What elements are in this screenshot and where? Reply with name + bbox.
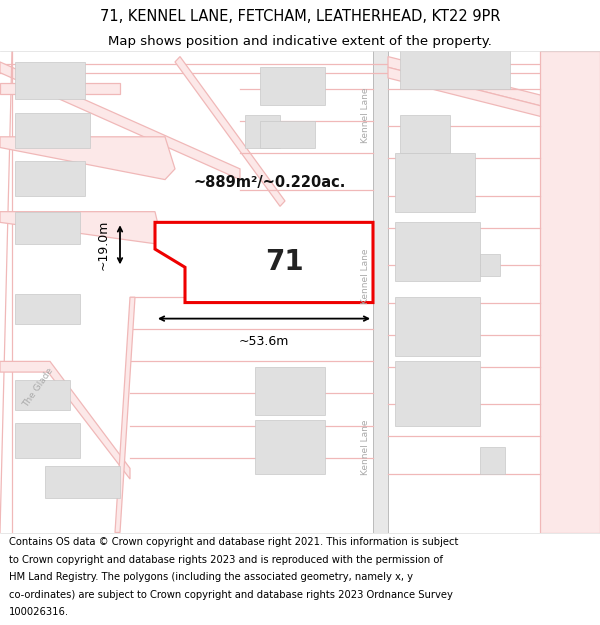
Polygon shape bbox=[540, 51, 600, 532]
Text: ~889m²/~0.220ac.: ~889m²/~0.220ac. bbox=[194, 175, 346, 190]
Text: 71: 71 bbox=[265, 249, 304, 276]
Polygon shape bbox=[0, 83, 120, 94]
Bar bbox=[395, 298, 480, 356]
Text: ~19.0m: ~19.0m bbox=[97, 219, 110, 270]
Bar bbox=[260, 121, 315, 148]
Polygon shape bbox=[115, 298, 135, 532]
Bar bbox=[15, 113, 90, 148]
Polygon shape bbox=[0, 212, 160, 244]
Text: Map shows position and indicative extent of the property.: Map shows position and indicative extent… bbox=[108, 35, 492, 48]
Bar bbox=[480, 447, 505, 474]
Polygon shape bbox=[0, 137, 175, 179]
Polygon shape bbox=[388, 57, 600, 121]
Polygon shape bbox=[155, 222, 373, 302]
Bar bbox=[395, 361, 480, 426]
Bar bbox=[15, 161, 85, 196]
Bar bbox=[373, 51, 388, 532]
Text: Contains OS data © Crown copyright and database right 2021. This information is : Contains OS data © Crown copyright and d… bbox=[9, 537, 458, 547]
Text: 71, KENNEL LANE, FETCHAM, LEATHERHEAD, KT22 9PR: 71, KENNEL LANE, FETCHAM, LEATHERHEAD, K… bbox=[100, 9, 500, 24]
Bar bbox=[15, 294, 80, 324]
Bar bbox=[400, 24, 510, 89]
Text: ~53.6m: ~53.6m bbox=[239, 334, 289, 348]
Bar bbox=[400, 116, 450, 153]
Bar bbox=[15, 212, 80, 244]
Bar bbox=[245, 116, 280, 148]
Polygon shape bbox=[0, 361, 130, 479]
Text: Kennel Lane: Kennel Lane bbox=[361, 248, 370, 304]
Bar bbox=[15, 379, 70, 409]
Text: Kennel Lane: Kennel Lane bbox=[361, 88, 370, 143]
Text: The Glade: The Glade bbox=[21, 367, 55, 409]
Bar bbox=[255, 367, 325, 415]
Bar bbox=[260, 68, 325, 105]
Bar bbox=[480, 254, 500, 276]
Text: to Crown copyright and database rights 2023 and is reproduced with the permissio: to Crown copyright and database rights 2… bbox=[9, 555, 443, 565]
Bar bbox=[395, 153, 475, 212]
Bar bbox=[45, 466, 120, 498]
Text: HM Land Registry. The polygons (including the associated geometry, namely x, y: HM Land Registry. The polygons (includin… bbox=[9, 572, 413, 582]
Bar bbox=[15, 423, 80, 458]
Bar bbox=[395, 222, 480, 281]
Polygon shape bbox=[388, 68, 600, 131]
Bar bbox=[255, 420, 325, 474]
Text: co-ordinates) are subject to Crown copyright and database rights 2023 Ordnance S: co-ordinates) are subject to Crown copyr… bbox=[9, 590, 453, 600]
Polygon shape bbox=[175, 57, 285, 206]
Bar bbox=[15, 62, 85, 99]
Text: Kennel Lane: Kennel Lane bbox=[361, 419, 370, 475]
Polygon shape bbox=[0, 62, 240, 179]
Text: 100026316.: 100026316. bbox=[9, 608, 69, 618]
